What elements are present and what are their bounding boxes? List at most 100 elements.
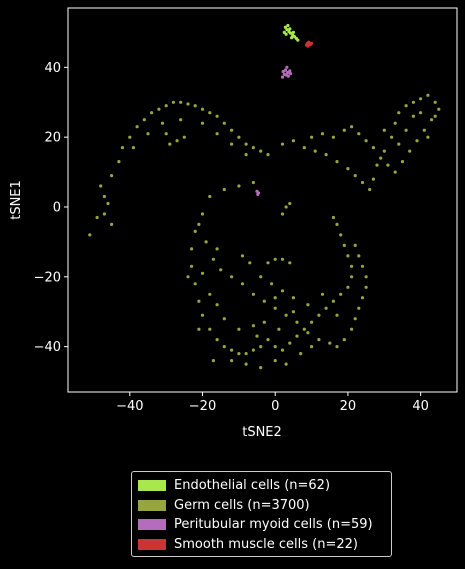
scatter-point (288, 341, 292, 345)
scatter-point (286, 23, 290, 28)
scatter-point (135, 125, 139, 129)
scatter-point (168, 142, 172, 146)
scatter-point (433, 100, 437, 104)
scatter-point (288, 201, 292, 206)
x-tick-label: 20 (340, 399, 357, 414)
scatter-point (307, 40, 311, 44)
scatter-point (171, 100, 175, 104)
scatter-point (353, 243, 357, 247)
scatter-point (339, 233, 343, 237)
scatter-point (306, 303, 310, 307)
scatter-point (350, 125, 354, 129)
scatter-point (230, 275, 234, 279)
scatter-point (286, 74, 290, 78)
legend-swatch (138, 480, 166, 492)
scatter-point (190, 247, 194, 251)
scatter-point (357, 306, 361, 310)
scatter-point (266, 261, 270, 265)
scatter-point (251, 180, 255, 185)
scatter-point (364, 139, 368, 143)
scatter-point (397, 142, 401, 146)
scatter-point (368, 187, 372, 192)
scatter-point (288, 69, 292, 73)
scatter-point (284, 205, 288, 209)
scatter-point (146, 132, 150, 136)
scatter-point (215, 303, 219, 307)
scatter-point (317, 338, 321, 342)
scatter-point (88, 233, 92, 237)
scatter-point (230, 348, 234, 352)
y-tick-label: 40 (44, 61, 61, 76)
scatter-point (324, 153, 328, 157)
scatter-point (426, 93, 430, 97)
legend-label: Endothelial cells (n=62) (174, 478, 331, 494)
scatter-point (404, 104, 408, 108)
scatter-point (248, 261, 252, 265)
scatter-point (262, 320, 266, 324)
scatter-point (295, 334, 299, 338)
y-tick-label: 0 (53, 200, 61, 215)
scatter-point (400, 160, 405, 164)
scatter-point (302, 146, 306, 150)
scatter-point (280, 257, 285, 261)
scatter-point (433, 114, 437, 118)
scatter-point (128, 135, 132, 139)
scatter-point (364, 275, 368, 279)
y-tick-label: 20 (44, 131, 61, 146)
scatter-point (102, 212, 106, 216)
scatter-point (208, 194, 212, 199)
scatter-point (285, 28, 289, 32)
scatter-point (215, 338, 219, 342)
scatter-point (386, 163, 390, 167)
scatter-point (357, 254, 361, 258)
scatter-point (437, 107, 441, 111)
scatter-point (353, 174, 357, 178)
scatter-point (291, 310, 295, 314)
scatter-point (310, 345, 314, 349)
scatter-point (350, 264, 354, 268)
scatter-point (397, 111, 401, 115)
scatter-point (353, 317, 357, 321)
scatter-point (256, 192, 260, 196)
scatter-point (186, 275, 190, 279)
scatter-point (277, 327, 281, 331)
scatter-point (382, 149, 386, 153)
scatter-point (142, 118, 146, 122)
scatter-point (280, 75, 285, 79)
y-axis-label: tSNE1 (9, 180, 24, 220)
scatter-point (411, 114, 415, 118)
scatter-point (346, 254, 350, 258)
scatter-point (295, 320, 299, 324)
scatter-point (393, 121, 397, 125)
scatter-point (302, 327, 306, 331)
scatter-point (360, 180, 365, 185)
scatter-point (342, 243, 346, 247)
scatter-point (390, 135, 394, 139)
scatter-point (222, 187, 226, 192)
scatter-point (283, 68, 287, 72)
scatter-point (426, 135, 430, 139)
scatter-point (131, 146, 135, 150)
legend-swatch (138, 519, 166, 531)
scatter-point (186, 102, 190, 106)
scatter-point (419, 97, 423, 101)
scatter-point (291, 139, 295, 143)
scatter-point (193, 282, 197, 286)
scatter-point (415, 139, 419, 143)
scatter-point (244, 352, 248, 356)
scatter-point (310, 320, 314, 324)
scatter-point (419, 111, 423, 115)
x-tick-label: 0 (271, 399, 279, 414)
scatter-point (255, 334, 259, 338)
scatter-point (320, 132, 325, 136)
scatter-point (350, 327, 354, 331)
scatter-point (222, 317, 226, 321)
scatter-point (310, 135, 314, 139)
scatter-point (283, 25, 287, 29)
scatter-point (259, 366, 263, 370)
scatter-point (193, 229, 197, 233)
scatter-point (364, 285, 368, 289)
scatter-point (182, 135, 186, 139)
scatter-point (99, 184, 103, 188)
x-axis-label: tSNE2 (242, 425, 282, 440)
